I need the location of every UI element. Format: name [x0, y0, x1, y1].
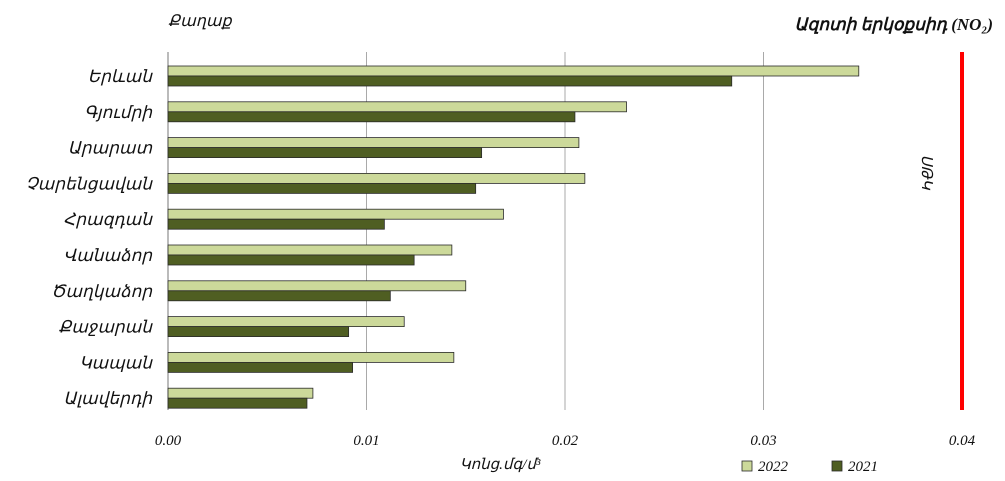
x-tick-labels: 0.00 0.01 0.02 0.03 0.04 [155, 433, 976, 449]
bar-2022 [167, 316, 405, 328]
legend-label-2022: 2022 [758, 459, 789, 475]
bar-2022 [167, 172, 586, 184]
legend-label-2021: 2021 [848, 459, 878, 475]
y-axis-title: Քաղաք [168, 13, 232, 30]
bar-2021 [167, 326, 350, 338]
category-label: Արարատ [68, 139, 153, 158]
x-tick-label: 0.00 [155, 433, 182, 449]
category-label: Ալավերդի [63, 389, 153, 408]
legend-swatch-2021 [831, 460, 843, 472]
bar-2021 [167, 254, 415, 266]
bar-2022 [167, 137, 580, 149]
category-labels: Երևան Գյումրի Արարատ Չարենցավան Հրազդան Վանաձ… [26, 67, 154, 408]
legend-swatch-2022 [741, 460, 753, 472]
category-label: Երևան [88, 67, 154, 86]
bar-2021 [167, 397, 308, 409]
bar-2022 [167, 387, 314, 399]
category-label: Վանաձոր [63, 246, 153, 265]
category-label: Չարենցավան [26, 174, 154, 193]
bar-2022 [167, 280, 467, 292]
x-tick-label: 0.04 [949, 433, 976, 449]
x-tick-label: 0.01 [353, 433, 379, 449]
category-label: Ծաղկաձոր [51, 282, 153, 301]
x-tick-label: 0.02 [552, 433, 579, 449]
category-label: Գյումրի [84, 103, 153, 122]
bar-2021 [167, 290, 391, 302]
category-label: Քաջարան [58, 318, 153, 337]
bars [167, 65, 860, 409]
bar-2021 [167, 361, 354, 373]
bar-2022 [167, 65, 860, 77]
bar-2021 [167, 218, 385, 230]
legend: 2022 2021 [741, 459, 878, 475]
bar-2022 [167, 244, 453, 256]
bar-2021 [167, 111, 576, 123]
bar-2021 [167, 182, 477, 194]
category-label: Կապան [79, 353, 153, 372]
bar-2022 [167, 101, 627, 113]
bar-2022 [167, 351, 455, 363]
x-tick-label: 0.03 [750, 433, 776, 449]
bar-2021 [167, 75, 733, 87]
category-label: Հրազդան [63, 210, 153, 229]
chart-title: Ազոտի երկօքսիդ (NO₂) [794, 15, 993, 34]
bar-2021 [167, 147, 483, 159]
bar-2022 [167, 208, 504, 220]
limit-line-label: ՍԹԿ [918, 155, 934, 191]
x-axis-title: Կոնց.մգ/մ³ [460, 457, 541, 473]
